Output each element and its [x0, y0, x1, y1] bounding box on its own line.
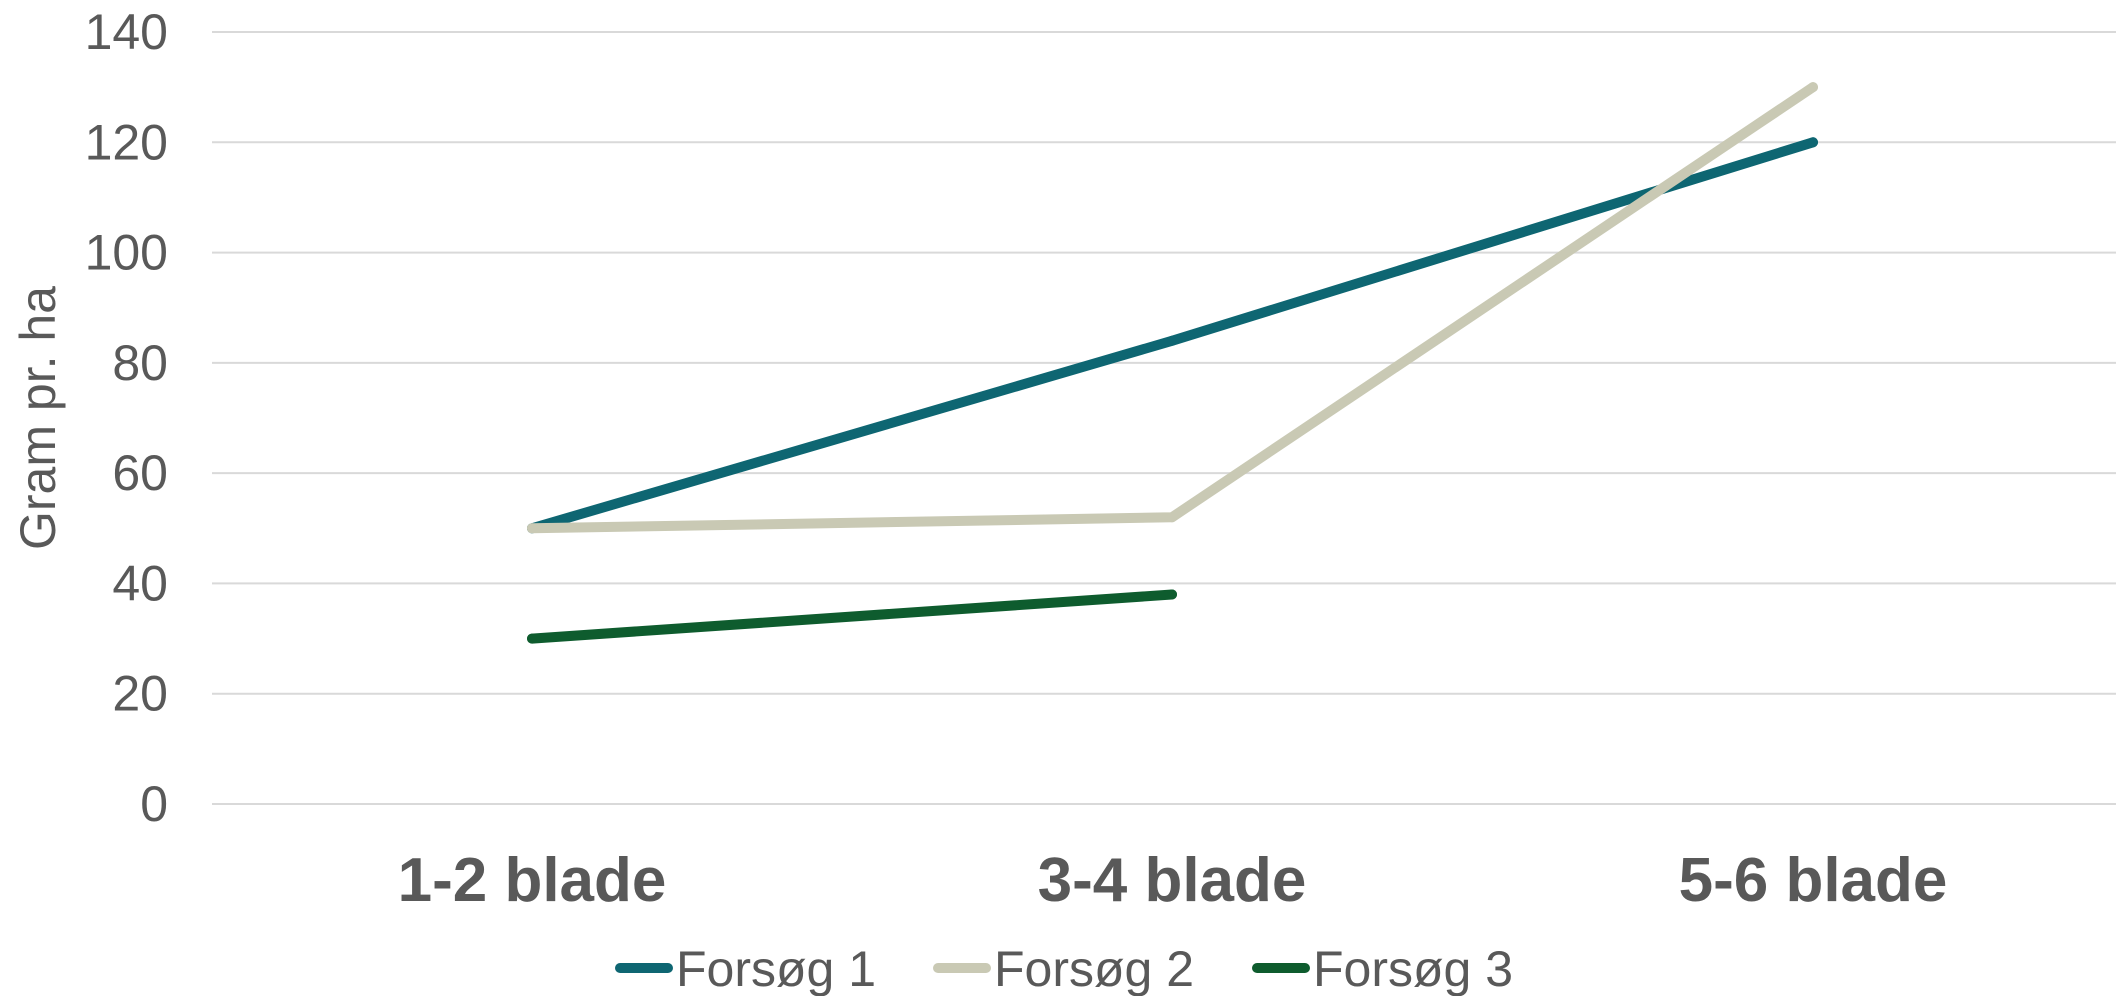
legend-label: Forsøg 1 [676, 941, 876, 996]
y-axis-title: Gram pr. ha [10, 286, 66, 550]
series-lines [527, 82, 1818, 644]
x-axis-categories: 1-2 blade 3-4 blade 5-6 blade [398, 846, 1948, 915]
data-point [1808, 82, 1818, 93]
y-tick-label: 0 [140, 776, 168, 832]
y-axis-ticks: 0 20 40 60 80 100 120 140 [85, 4, 168, 832]
series-line-forsog-2 [527, 82, 1818, 534]
data-point [1167, 589, 1177, 600]
x-category-label: 1-2 blade [398, 846, 667, 915]
data-point [1167, 512, 1177, 523]
data-point [1808, 137, 1818, 148]
legend-label: Forsøg 3 [1313, 941, 1513, 996]
x-category-label: 3-4 blade [1038, 846, 1307, 915]
legend-label: Forsøg 2 [994, 941, 1194, 996]
y-tick-label: 140 [85, 4, 168, 60]
series-line-forsog-3 [527, 589, 1177, 644]
gridlines [212, 31, 2116, 805]
x-category-label: 5-6 blade [1679, 846, 1948, 915]
series-line-forsog-1 [527, 137, 1818, 534]
y-tick-label: 40 [112, 555, 168, 611]
legend: Forsøg 1 Forsøg 2 Forsøg 3 [615, 941, 1513, 996]
data-point [1167, 335, 1177, 346]
y-tick-label: 60 [112, 445, 168, 501]
data-point [527, 633, 537, 644]
y-tick-label: 100 [85, 225, 168, 281]
data-point [527, 523, 537, 534]
y-tick-label: 120 [85, 114, 168, 170]
y-tick-label: 20 [112, 666, 168, 722]
y-tick-label: 80 [112, 335, 168, 391]
